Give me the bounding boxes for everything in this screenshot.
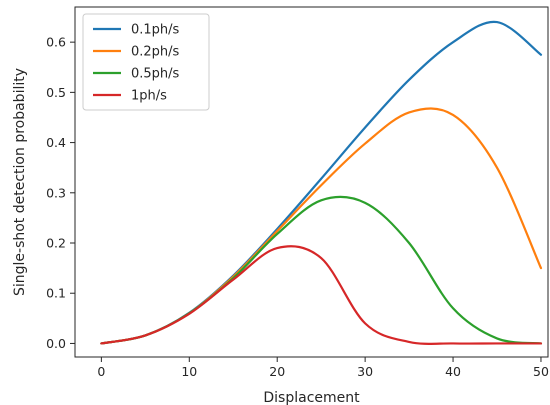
legend-entry: 0.2ph/s	[131, 45, 180, 60]
x-tick-label: 30	[357, 364, 373, 379]
x-tick-label: 0	[97, 364, 105, 379]
series-layer	[100, 20, 543, 345]
y-tick-label: 0.0	[46, 336, 66, 351]
x-tick-label: 40	[445, 364, 461, 379]
legend-entry: 1ph/s	[131, 89, 167, 104]
x-axis: 0 10 20 30 40 50	[97, 357, 549, 379]
legend-box	[82, 13, 210, 111]
series-line-3	[100, 195, 543, 345]
x-axis-label: Displacement	[263, 390, 360, 405]
y-axis-label: Single-shot detection probability	[12, 68, 28, 296]
x-tick-label: 20	[269, 364, 285, 379]
y-tick-label: 0.4	[46, 135, 66, 150]
y-tick-label: 0.5	[46, 85, 66, 100]
y-tick-label: 0.1	[46, 286, 66, 301]
y-tick-label: 0.2	[46, 236, 66, 251]
series-line-2	[100, 107, 543, 345]
plot-frame	[74, 6, 549, 358]
legend: 0.1ph/s 0.2ph/s 0.5ph/s 1ph/s	[82, 13, 210, 111]
series-line-4	[100, 245, 543, 345]
y-axis: 0.0 0.1 0.2 0.3 0.4 0.5 0.6	[46, 35, 75, 351]
x-tick-label: 10	[181, 364, 197, 379]
legend-entry: 0.1ph/s	[131, 23, 180, 38]
x-tick-label: 50	[533, 364, 549, 379]
y-tick-label: 0.3	[46, 185, 66, 200]
legend-entry: 0.5ph/s	[131, 67, 180, 82]
y-tick-label: 0.6	[46, 35, 66, 50]
